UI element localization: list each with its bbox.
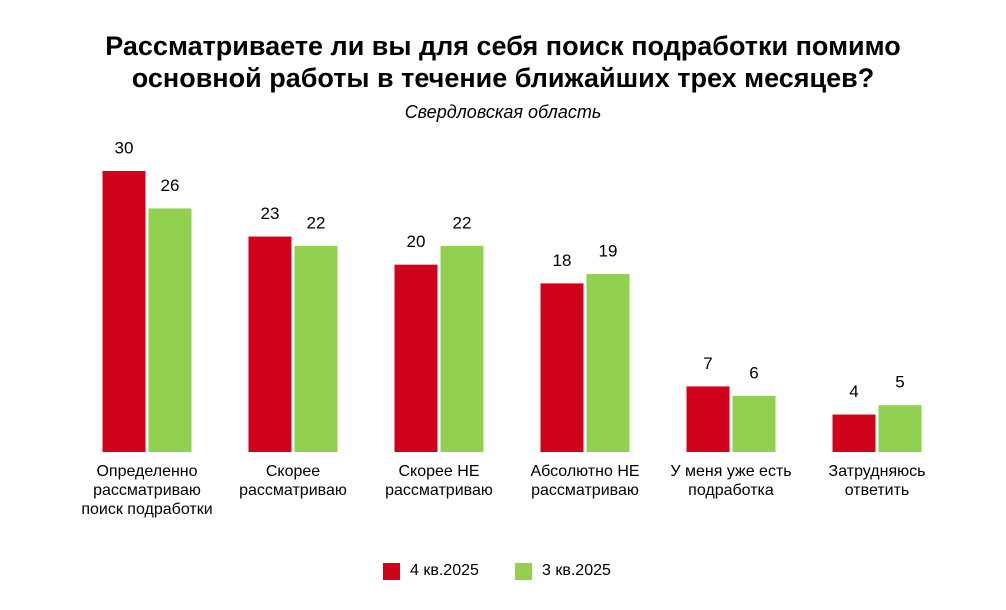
legend-swatch: [383, 563, 400, 580]
bar: [832, 414, 876, 452]
value-label: 22: [307, 213, 326, 232]
bar: [440, 245, 484, 452]
chart-subtitle: Свердловская область: [404, 102, 602, 122]
bar: [686, 386, 730, 452]
value-label: 26: [161, 176, 180, 195]
value-label: 20: [407, 232, 426, 251]
bar: [540, 283, 584, 452]
x-tick-label: Скорее рассматриваю: [239, 463, 347, 499]
bar: [102, 171, 146, 452]
value-label: 23: [261, 204, 280, 223]
bar: [294, 245, 338, 452]
x-tick-label: Затрудняюсь ответить: [828, 463, 926, 499]
bar: [394, 264, 438, 452]
bar: [586, 274, 630, 452]
bar: [248, 236, 292, 452]
value-label: 30: [115, 138, 134, 157]
bar: [878, 405, 922, 452]
x-tick-label: Определенно рассматриваю поиск подработк…: [81, 463, 213, 518]
value-label: 5: [895, 373, 904, 392]
value-label: 4: [849, 382, 858, 401]
value-label: 7: [703, 354, 712, 373]
value-label: 22: [453, 213, 472, 232]
value-label: 19: [599, 242, 618, 261]
x-tick-label: Скорее НЕ рассматриваю: [385, 463, 493, 499]
legend-swatch: [515, 563, 532, 580]
value-label: 6: [749, 363, 758, 382]
bar: [148, 208, 192, 452]
chart-title: Рассматриваете ли вы для себя поиск подр…: [105, 31, 901, 93]
bar: [732, 395, 776, 452]
value-label: 18: [553, 251, 572, 270]
x-tick-label: Абсолютно НЕ рассматриваю: [530, 463, 640, 499]
x-tick-label: У меня уже есть подработка: [670, 463, 792, 499]
legend-label: 3 кв.2025: [542, 562, 611, 579]
legend-label: 4 кв.2025: [410, 562, 479, 579]
